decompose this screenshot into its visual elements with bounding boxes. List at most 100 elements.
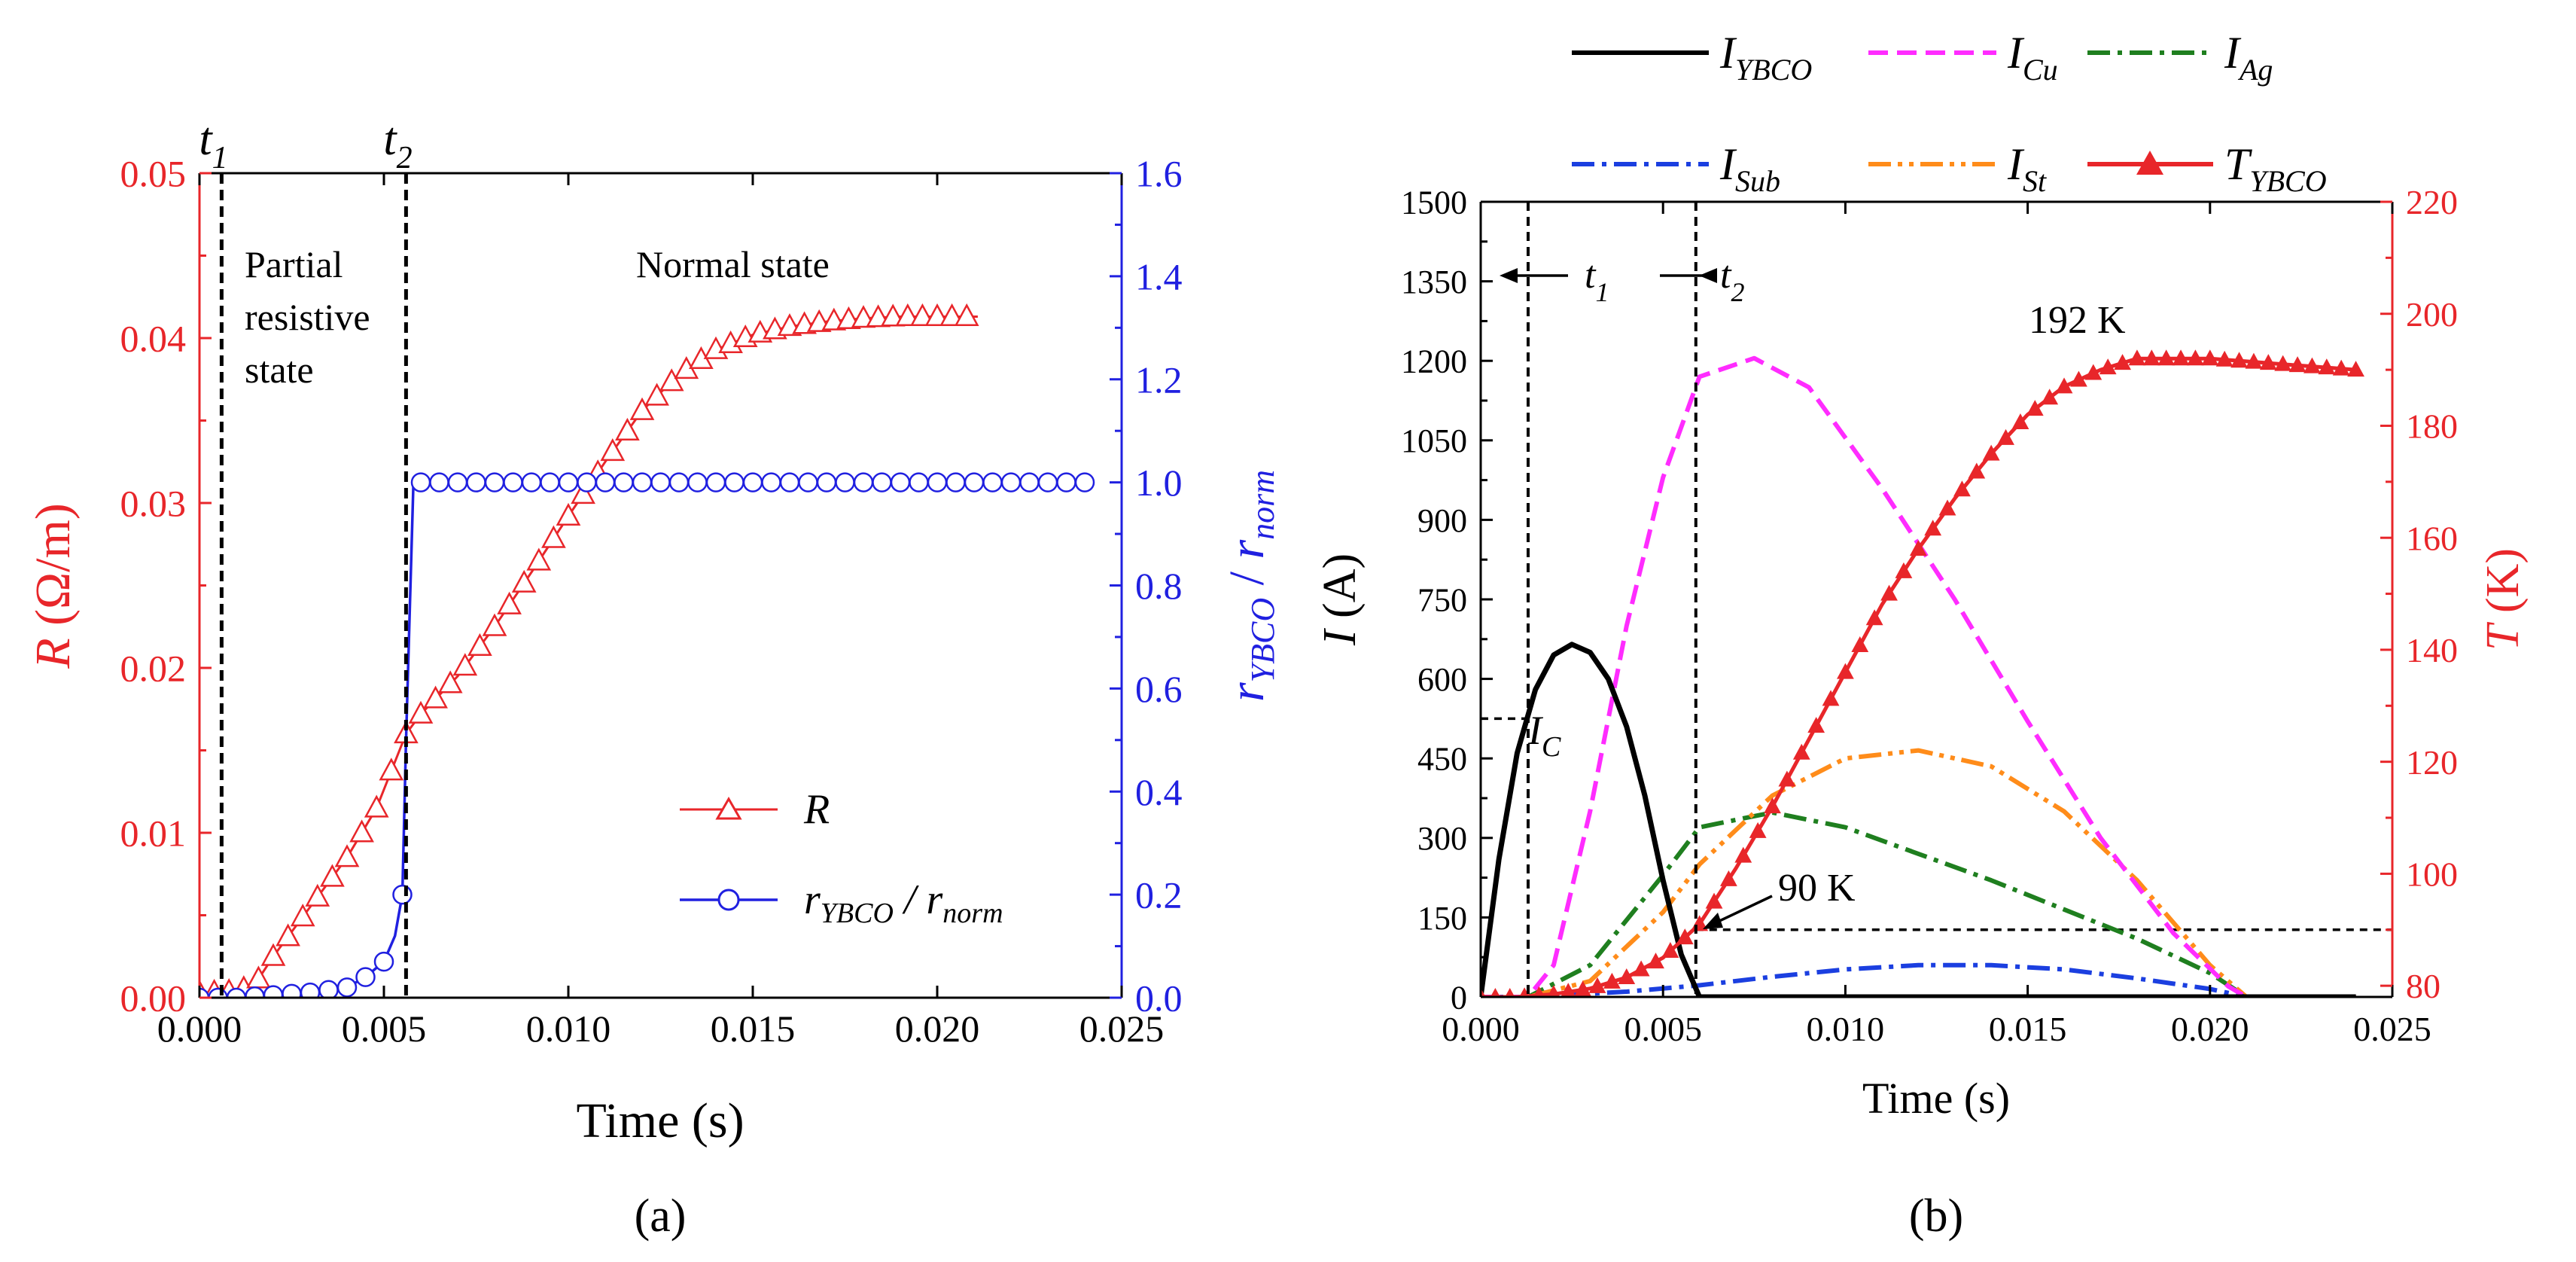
a-vlines: t1 t2 [199, 114, 413, 998]
b-T-marker [2142, 349, 2160, 366]
a-R-marker [910, 303, 935, 327]
a-y-left-ticks: 0.00 0.01 0.02 0.03 0.04 0.05 [120, 153, 212, 1020]
b-hlines [1481, 717, 2392, 931]
a-ratio-marker [779, 472, 800, 492]
a-x-ticks: 0.000 0.005 0.010 0.015 0.020 0.025 [157, 173, 1164, 1050]
b-legend: IYBCO ICu IAg ISub ISt TYBCO [1572, 28, 2327, 198]
panel-a: t1 t2 0.000 0.005 0.010 0.015 0.020 0.025 0.00… [26, 114, 1281, 1242]
b-y-left-ticks: 0 150 300 450 600 750 900 1050 1200 1350 1500 [1401, 184, 1493, 1016]
b-y-right-axis-label: T (K) [2477, 548, 2529, 651]
b-arrow-90k [1714, 895, 1773, 925]
b-x-tick-label: 0.015 [1989, 1010, 2067, 1048]
b-T-marker [2114, 354, 2131, 370]
a-yr-tick-label: 1.0 [1135, 462, 1183, 504]
a-yl-tick-label: 0.00 [120, 977, 187, 1020]
b-legend-item-I-Sub: ISub [1572, 139, 1780, 198]
b-yr-tick-label: 100 [2406, 855, 2458, 893]
b-yl-tick-label: 0 [1451, 979, 1467, 1016]
a-yr-tick-label: 0.8 [1135, 565, 1183, 607]
b-legend-label-T-YBCO: TYBCO [2224, 139, 2327, 198]
b-yr-tick-label: 200 [2406, 295, 2458, 334]
a-ratio-marker [595, 472, 616, 492]
b-series [1481, 349, 2364, 997]
a-ratio-marker [466, 472, 486, 492]
a-ratio-marker [392, 884, 413, 905]
b-x-tick-label: 0.025 [2353, 1010, 2431, 1048]
a-x-tick-label: 0.015 [711, 1007, 796, 1050]
b-T-marker [2157, 349, 2176, 366]
b-label-t1: t1 [1585, 254, 1609, 307]
a-ratio-marker [577, 472, 597, 492]
b-T-marker [1734, 846, 1752, 863]
b-x-tick-label: 0.010 [1807, 1010, 1885, 1048]
a-R-marker [320, 864, 345, 887]
a-R-marker [482, 613, 507, 636]
b-x-ticks: 0.000 0.005 0.010 0.015 0.020 0.025 [1442, 202, 2431, 1048]
a-legend-ratio-marker [717, 889, 740, 911]
b-T-marker [1982, 444, 2000, 461]
b-T-marker [1822, 690, 1840, 706]
a-yr-tick-label: 0.4 [1135, 771, 1183, 813]
b-T-marker [1533, 986, 1545, 997]
b-T-marker [1953, 480, 1971, 497]
b-T-marker [2099, 358, 2117, 375]
b-yl-tick-label: 1050 [1401, 422, 1467, 459]
a-ratio-marker [614, 472, 634, 492]
b-T-marker [1880, 584, 1898, 601]
a-ratio-marker [909, 472, 929, 492]
b-T-marker [2274, 355, 2292, 371]
a-R-marker [954, 303, 979, 327]
a-R-marker [511, 569, 537, 593]
b-T-marker [1561, 983, 1576, 997]
b-yl-tick-label: 1350 [1401, 264, 1467, 300]
b-legend-label-I-Ag: IAg [2224, 28, 2273, 87]
a-ratio-marker [373, 951, 394, 972]
b-T-marker [2347, 361, 2364, 377]
panel-b-label: (b) [1909, 1190, 1963, 1242]
b-T-marker [1632, 960, 1650, 977]
b-T-marker [1924, 520, 1942, 536]
b-x-axis-label: Time (s) [1862, 1074, 2010, 1123]
b-series-I_St [1481, 748, 2356, 997]
b-T-marker [2259, 354, 2277, 370]
b-legend-item-T-YBCO: TYBCO [2087, 139, 2327, 198]
a-ratio-marker [1074, 472, 1095, 492]
a-R-marker [379, 758, 404, 781]
a-legend-item-R: R [680, 786, 830, 833]
b-T-marker [1661, 942, 1679, 959]
b-T-marker [1618, 968, 1636, 984]
a-R-marker [276, 923, 300, 946]
a-ratio-marker [282, 983, 302, 998]
b-T-marker [1938, 499, 1956, 516]
b-T-marker [1997, 428, 2014, 445]
b-arrowhead-t1 [1500, 268, 1518, 283]
b-yr-tick-label: 160 [2406, 519, 2458, 557]
b-T-marker [2084, 364, 2103, 380]
a-ratio-marker [429, 472, 449, 492]
a-legend-R-marker [715, 796, 742, 820]
b-T-marker [2318, 358, 2336, 375]
a-R-marker [452, 653, 478, 676]
a-x-axis-label: Time (s) [576, 1093, 744, 1148]
a-R-marker [349, 819, 374, 843]
b-label-90k: 90 K [1778, 867, 1856, 910]
a-yl-tick-label: 0.01 [120, 812, 187, 855]
b-legend-label-I-YBCO: IYBCO [1719, 28, 1812, 87]
a-ratio-marker [927, 472, 948, 492]
b-T-marker [1764, 797, 1781, 814]
b-legend-label-I-Cu: ICu [2007, 28, 2058, 87]
b-T-marker [1909, 540, 1927, 556]
a-x-tick-label: 0.000 [157, 1007, 242, 1050]
b-T-marker [2011, 413, 2029, 430]
a-R-marker [629, 397, 655, 420]
a-yr-tick-label: 0.2 [1135, 874, 1183, 916]
b-T-marker [2187, 349, 2204, 366]
a-R-markers [199, 303, 979, 998]
a-ratio-marker [945, 472, 966, 492]
b-T-marker [1574, 980, 1592, 997]
a-ratio-marker [761, 472, 781, 492]
a-ratio-marker [668, 472, 690, 492]
a-ratio-marker [1019, 472, 1040, 492]
b-annotation-t1: t1 [1500, 254, 1609, 307]
